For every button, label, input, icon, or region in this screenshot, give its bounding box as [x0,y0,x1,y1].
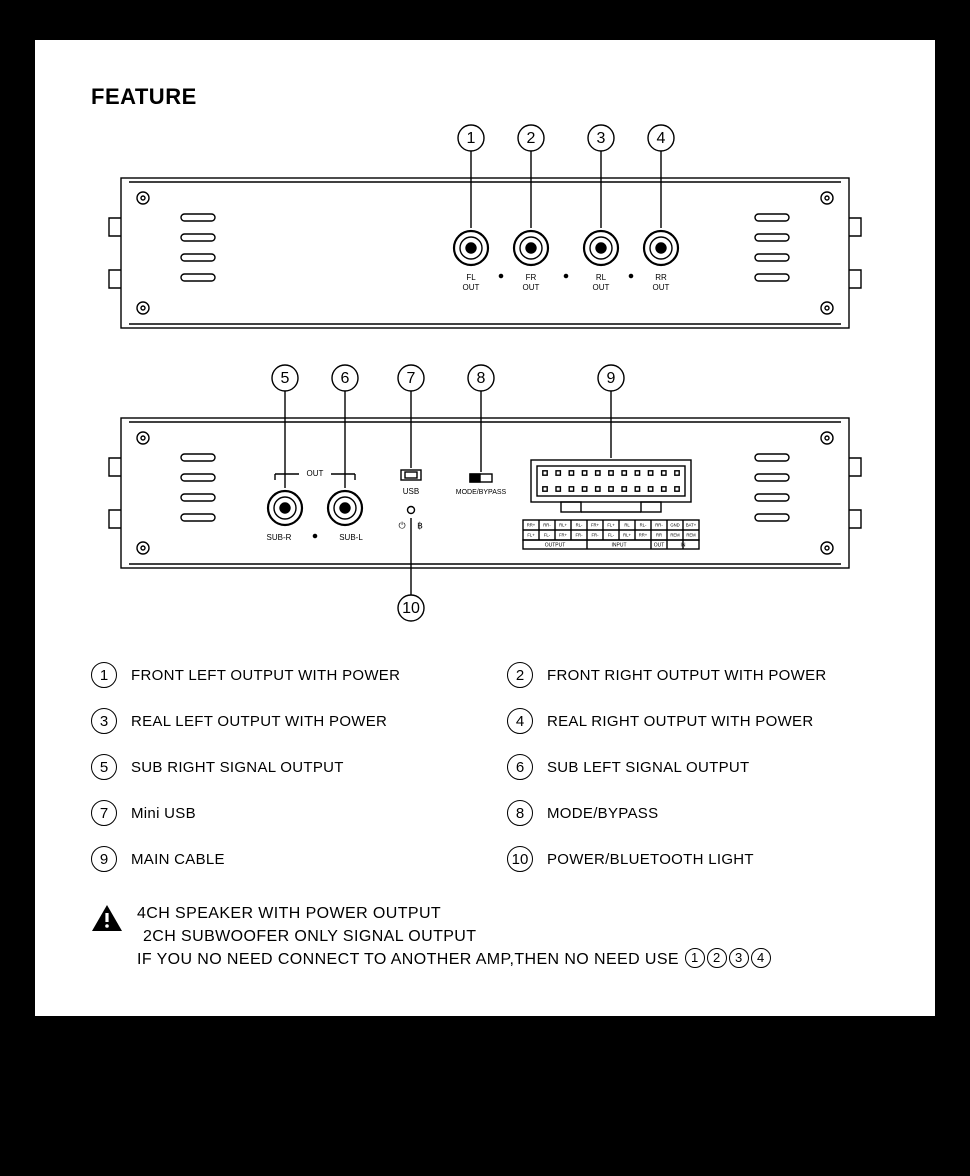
svg-text:FR-: FR- [576,533,584,538]
svg-text:1: 1 [467,130,476,147]
svg-text:BAT+: BAT+ [686,523,697,528]
warning-line-2: 2CH SUBWOOFER ONLY SIGNAL OUTPUT [137,925,772,948]
legend-number-circle: 9 [91,846,117,872]
warning-line-3: IF YOU NO NEED CONNECT TO ANOTHER AMP,TH… [137,948,772,971]
legend-number-circle: 8 [507,800,533,826]
legend-item: 3 REAL LEFT OUTPUT WITH POWER [91,708,463,734]
svg-text:RR-: RR- [543,523,551,528]
svg-text:RL+: RL+ [623,533,631,538]
svg-text:FL: FL [466,273,476,282]
svg-text:RR: RR [655,273,667,282]
legend-text: REAL LEFT OUTPUT WITH POWER [131,713,387,730]
svg-text:IN: IN [681,542,686,548]
warning-block: 4CH SPEAKER WITH POWER OUTPUT 2CH SUBWOO… [91,902,879,972]
ref-circle: 3 [729,948,749,968]
legend-text: SUB RIGHT SIGNAL OUTPUT [131,759,344,776]
svg-text:OUTPUT: OUTPUT [545,542,566,548]
legend-item: 6 SUB LEFT SIGNAL OUTPUT [507,754,879,780]
svg-text:GND: GND [670,523,679,528]
ref-circle: 2 [707,948,727,968]
legend-number-circle: 6 [507,754,533,780]
svg-text:FL+: FL+ [607,523,615,528]
legend-grid: 1 FRONT LEFT OUTPUT WITH POWER 2 FRONT RIGH… [91,662,879,872]
legend-text: FRONT LEFT OUTPUT WITH POWER [131,667,400,684]
legend-text: MODE/BYPASS [547,805,658,822]
svg-text:FR-: FR- [592,533,600,538]
svg-text:6: 6 [341,370,350,387]
svg-text:9: 9 [607,370,616,387]
svg-text:RR+: RR+ [527,523,536,528]
svg-text:RL: RL [596,273,607,282]
ref-circle: 4 [751,948,771,968]
ref-circle: 1 [685,948,705,968]
legend-text: SUB LEFT SIGNAL OUTPUT [547,759,749,776]
svg-text:10: 10 [402,600,420,617]
legend-item: 1 FRONT LEFT OUTPUT WITH POWER [91,662,463,688]
legend-number-circle: 5 [91,754,117,780]
svg-text:RL+: RL+ [559,523,567,528]
warning-text: 4CH SPEAKER WITH POWER OUTPUT 2CH SUBWOO… [137,902,772,972]
svg-text:FR+: FR+ [591,523,600,528]
legend-item: 10 POWER/BLUETOOTH LIGHT [507,846,879,872]
section-title: FEATURE [91,84,879,110]
svg-text:FR+: FR+ [559,533,568,538]
svg-text:INPUT: INPUT [612,542,627,548]
legend-item: 7 Mini USB [91,800,463,826]
svg-text:฿: ฿ [417,520,423,530]
svg-text:REM: REM [686,533,696,538]
svg-text:RR+: RR+ [639,533,648,538]
svg-text:RR-: RR- [655,523,663,528]
legend-item: 5 SUB RIGHT SIGNAL OUTPUT [91,754,463,780]
legend-item: 8 MODE/BYPASS [507,800,879,826]
svg-text:FL+: FL+ [527,533,535,538]
legend-text: FRONT RIGHT OUTPUT WITH POWER [547,667,827,684]
svg-text:OUT: OUT [593,283,610,292]
svg-text:OUT: OUT [307,469,324,478]
svg-text:4: 4 [657,130,666,147]
legend-item: 9 MAIN CABLE [91,846,463,872]
svg-text:SUB-L: SUB-L [339,533,363,542]
svg-text:USB: USB [403,487,419,496]
svg-text:SUB-R: SUB-R [267,533,292,542]
svg-text:OUT: OUT [653,283,670,292]
svg-text:RL: RL [624,523,630,528]
warning-icon [91,904,123,932]
svg-text:OUT: OUT [463,283,480,292]
feature-diagram: 1FLOUT2FROUT3RLOUT4RROUTSUB-RSUB-LOUTUSB… [91,118,879,628]
warning-line-1: 4CH SPEAKER WITH POWER OUTPUT [137,902,772,925]
legend-text: REAL RIGHT OUTPUT WITH POWER [547,713,813,730]
svg-text:FL-: FL- [544,533,551,538]
legend-number-circle: 3 [91,708,117,734]
svg-text:OUT: OUT [654,542,665,548]
svg-text:RL-: RL- [576,523,583,528]
document-page: FEATURE 1FLOUT2FROUT3RLOUT4RROUTSUB-RSUB… [35,40,935,1016]
svg-text:2: 2 [527,130,536,147]
legend-text: MAIN CABLE [131,851,225,868]
legend-text: POWER/BLUETOOTH LIGHT [547,851,754,868]
legend-number-circle: 10 [507,846,533,872]
svg-text:⏻: ⏻ [398,520,405,530]
svg-text:MODE/BYPASS: MODE/BYPASS [456,489,507,496]
svg-text:3: 3 [597,130,606,147]
svg-text:7: 7 [407,370,416,387]
svg-text:FL-: FL- [608,533,615,538]
svg-text:RL-: RL- [640,523,647,528]
legend-text: Mini USB [131,805,196,822]
legend-number-circle: 4 [507,708,533,734]
svg-text:REM: REM [670,533,680,538]
svg-text:5: 5 [281,370,290,387]
svg-text:8: 8 [477,370,486,387]
legend-item: 2 FRONT RIGHT OUTPUT WITH POWER [507,662,879,688]
svg-text:OUT: OUT [523,283,540,292]
legend-number-circle: 7 [91,800,117,826]
svg-text:FR: FR [526,273,537,282]
legend-number-circle: 2 [507,662,533,688]
legend-number-circle: 1 [91,662,117,688]
legend-item: 4 REAL RIGHT OUTPUT WITH POWER [507,708,879,734]
svg-text:RR: RR [656,533,662,538]
